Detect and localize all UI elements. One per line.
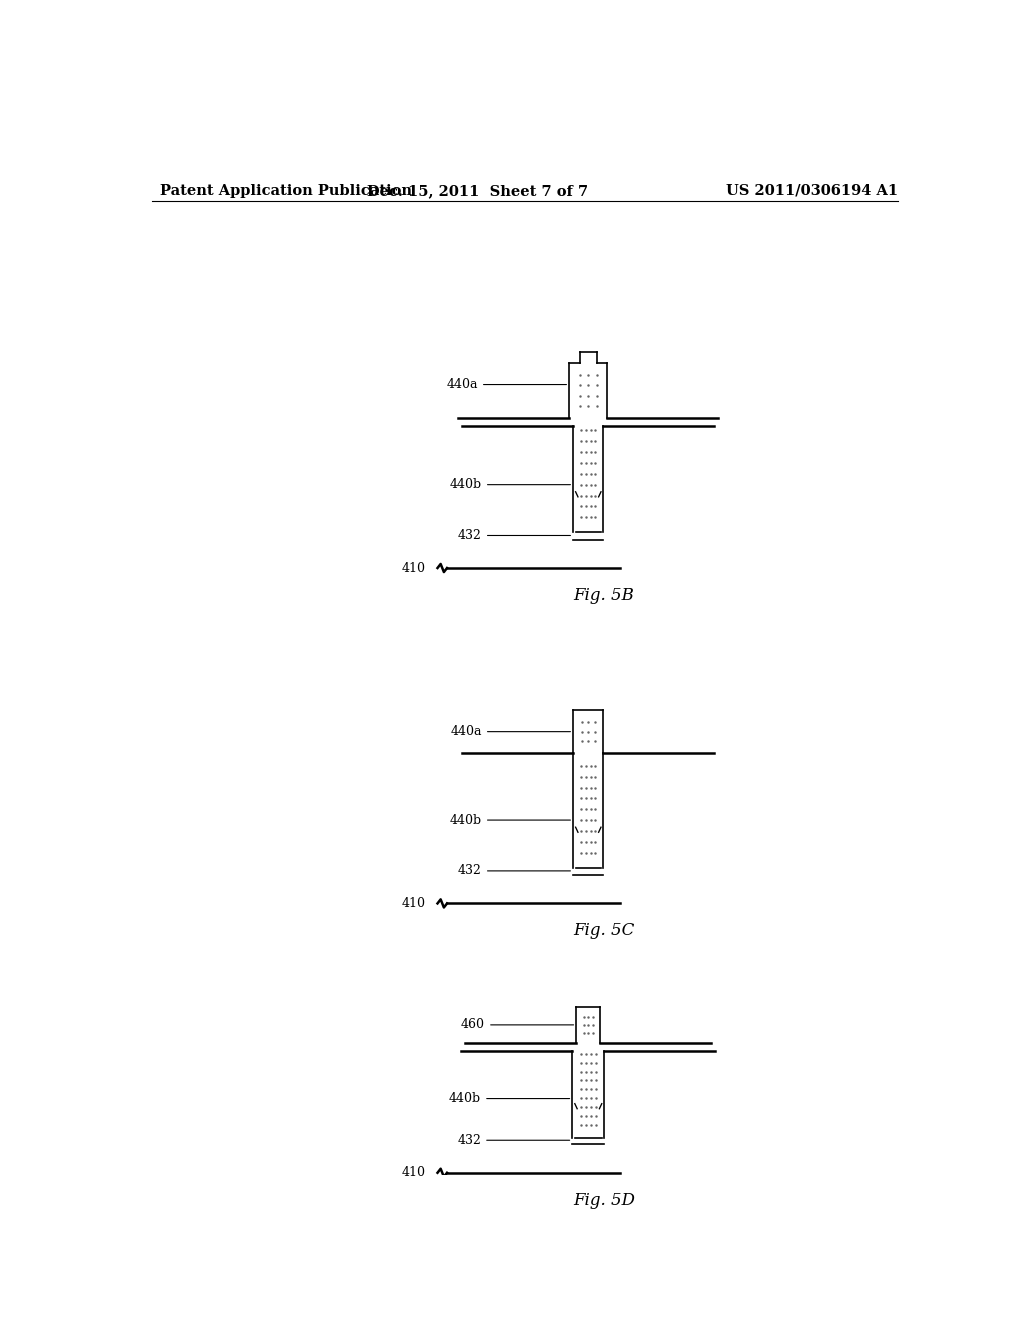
Text: 432: 432 — [458, 529, 570, 543]
Text: 410: 410 — [401, 896, 426, 909]
Text: 460: 460 — [461, 1019, 573, 1031]
Text: Fig. 5C: Fig. 5C — [573, 923, 635, 940]
Text: 432: 432 — [458, 865, 570, 878]
Text: 440b: 440b — [450, 478, 570, 491]
Text: Fig. 5B: Fig. 5B — [573, 587, 635, 605]
Text: Patent Application Publication: Patent Application Publication — [160, 183, 412, 198]
Text: 440a: 440a — [451, 725, 570, 738]
Text: Fig. 5D: Fig. 5D — [573, 1192, 635, 1209]
Text: 410: 410 — [401, 561, 426, 574]
Text: 440a: 440a — [446, 378, 566, 391]
Text: US 2011/0306194 A1: US 2011/0306194 A1 — [726, 183, 898, 198]
Text: 440b: 440b — [450, 813, 570, 826]
Text: 440b: 440b — [450, 1092, 569, 1105]
Text: Dec. 15, 2011  Sheet 7 of 7: Dec. 15, 2011 Sheet 7 of 7 — [367, 183, 588, 198]
Text: 410: 410 — [401, 1167, 426, 1179]
Text: 432: 432 — [458, 1134, 569, 1147]
